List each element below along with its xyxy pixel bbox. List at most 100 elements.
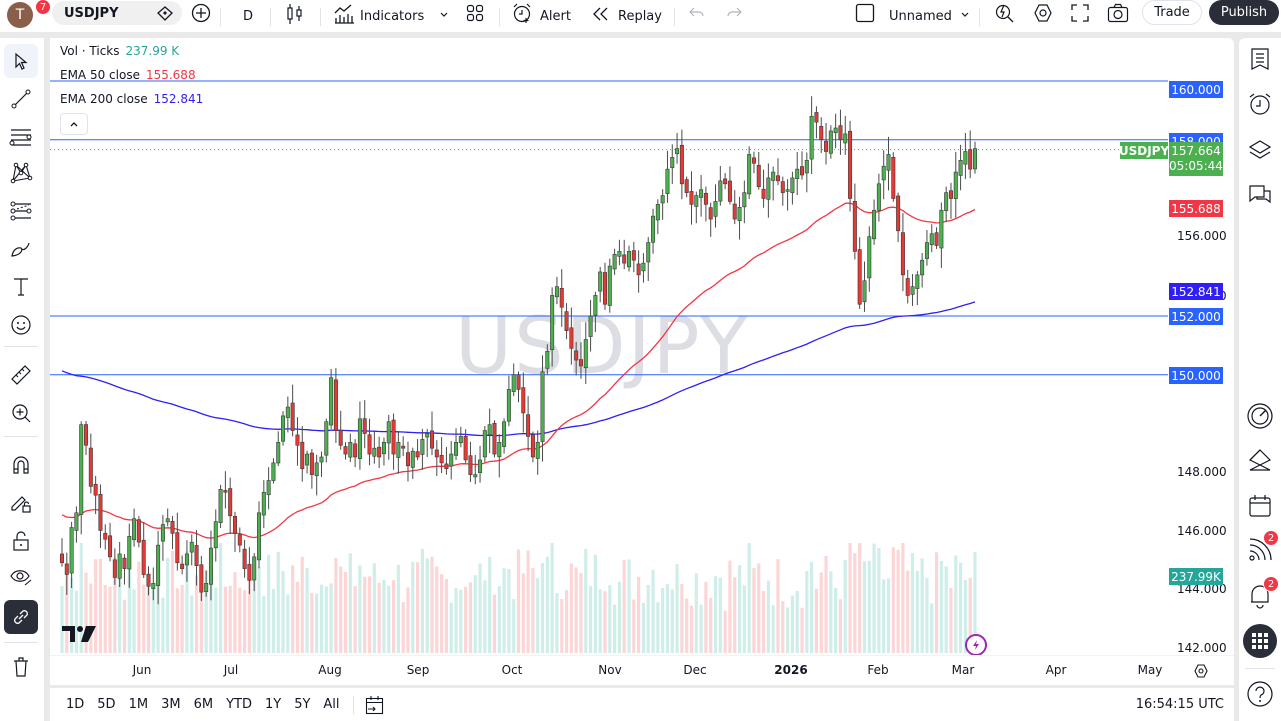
cursor-tool[interactable] xyxy=(4,44,38,78)
watchlist-button[interactable] xyxy=(1244,43,1276,75)
range-1d[interactable]: 1D xyxy=(66,697,85,712)
price-chart-canvas[interactable] xyxy=(50,38,1234,685)
symbol-price-tag: USDJPY xyxy=(1118,142,1170,159)
trade-button[interactable]: Trade xyxy=(1142,0,1202,25)
time-tick: Oct xyxy=(501,663,523,677)
goto-date-icon[interactable] xyxy=(364,694,386,716)
settings-icon[interactable] xyxy=(1032,2,1054,24)
diamond-icon[interactable] xyxy=(156,5,174,23)
news-event-marker[interactable] xyxy=(965,634,987,656)
lock-all-tool[interactable] xyxy=(4,524,38,558)
ema50-legend-value: 155.688 xyxy=(145,68,196,82)
bell-icon xyxy=(1251,585,1269,609)
magnet-tool[interactable] xyxy=(4,448,38,482)
range-3m[interactable]: 3M xyxy=(161,697,181,712)
divider xyxy=(4,436,38,437)
interval-button[interactable]: D xyxy=(243,8,254,24)
hline-150-label: 150.000 xyxy=(1169,367,1223,384)
link-tool[interactable] xyxy=(4,600,38,634)
link-icon xyxy=(14,610,28,624)
chevron-down-icon[interactable] xyxy=(959,8,971,20)
range-1y[interactable]: 1Y xyxy=(264,697,282,712)
divider xyxy=(4,346,38,347)
bar-countdown: 05:05:44 xyxy=(1169,159,1223,173)
remove-drawings-tool[interactable] xyxy=(4,650,38,684)
lock-drawings-tool[interactable] xyxy=(4,486,38,520)
tradingview-logo[interactable] xyxy=(62,626,96,642)
replay-button[interactable]: Replay xyxy=(618,8,662,24)
time-tick: Dec xyxy=(683,663,707,677)
chevron-down-icon[interactable] xyxy=(438,8,450,20)
quick-search-icon[interactable] xyxy=(994,2,1016,24)
redo-icon[interactable] xyxy=(725,5,743,21)
collapse-legend-button[interactable] xyxy=(60,113,88,135)
range-5d[interactable]: 5D xyxy=(97,697,116,712)
trend-line-tool[interactable] xyxy=(4,82,38,116)
chart-pane[interactable]: USDJPY Vol · Ticks 237.99 K EMA 50 close 1… xyxy=(50,38,1234,685)
forecast-tool[interactable] xyxy=(4,194,38,228)
hide-drawings-tool[interactable] xyxy=(4,560,38,594)
calendar-button[interactable] xyxy=(1244,490,1276,522)
emoji-tool[interactable] xyxy=(4,308,38,342)
volume-legend-label: Vol · Ticks xyxy=(60,44,120,58)
range-1m[interactable]: 1M xyxy=(128,697,149,712)
time-tick: Feb xyxy=(867,663,889,677)
brush-tool[interactable] xyxy=(4,232,38,266)
notifications-button[interactable]: 2 xyxy=(1244,576,1279,612)
alarm-clock-icon[interactable] xyxy=(511,2,533,24)
avatar-initial: T xyxy=(15,7,25,23)
lock-open-icon xyxy=(13,531,29,551)
publish-button[interactable]: Publish xyxy=(1209,0,1279,25)
alerts-button[interactable] xyxy=(1244,88,1276,120)
price-tick: 148.000 xyxy=(1177,465,1227,479)
divider xyxy=(499,8,500,26)
object-tree-button[interactable] xyxy=(1244,134,1276,166)
layout-name[interactable]: Unnamed xyxy=(889,8,952,24)
ideas-button[interactable] xyxy=(1244,444,1276,476)
zoom-in-tool[interactable] xyxy=(4,396,38,430)
pencil-lock-icon xyxy=(11,496,31,513)
measure-tool[interactable] xyxy=(4,358,38,392)
products-menu-button[interactable] xyxy=(1243,624,1277,658)
range-5y[interactable]: 5Y xyxy=(294,697,311,712)
range-6m[interactable]: 6M xyxy=(193,697,214,712)
layout-checkbox[interactable] xyxy=(855,3,875,23)
chats-button[interactable] xyxy=(1244,180,1276,212)
news-stream-button[interactable]: 2 xyxy=(1244,530,1279,566)
avatar[interactable]: T 7 xyxy=(7,0,52,28)
ema200-legend[interactable]: EMA 200 close 152.841 xyxy=(60,92,203,106)
xabcd-pattern-icon xyxy=(10,162,33,184)
alert-button[interactable]: Alert xyxy=(540,8,571,24)
undo-icon[interactable] xyxy=(688,5,706,21)
candles-icon[interactable] xyxy=(285,3,305,25)
price-tick: 146.000 xyxy=(1177,524,1227,538)
eye-icon xyxy=(10,570,32,586)
divider xyxy=(979,8,980,26)
range-ytd[interactable]: YTD xyxy=(226,697,252,712)
replay-icon[interactable] xyxy=(592,6,610,22)
text-tool[interactable] xyxy=(4,270,38,304)
ema50-legend[interactable]: EMA 50 close 155.688 xyxy=(60,68,196,82)
fullscreen-icon[interactable] xyxy=(1070,3,1090,23)
clock[interactable]: 16:54:15 UTC xyxy=(1135,697,1224,712)
pattern-tool[interactable] xyxy=(4,156,38,190)
price-tick: 142.000 xyxy=(1177,641,1227,655)
fib-channel-tool[interactable] xyxy=(4,120,38,154)
symbol-search[interactable]: USDJPY xyxy=(52,1,182,25)
help-button[interactable] xyxy=(1244,678,1276,710)
indicators-icon[interactable] xyxy=(333,3,355,25)
divider xyxy=(1245,668,1275,669)
price-tick: 144.000 xyxy=(1177,582,1227,596)
technicals-button[interactable] xyxy=(1244,400,1276,432)
apps-grid-icon xyxy=(1252,633,1268,649)
layouts-grid-icon[interactable] xyxy=(466,4,484,22)
range-all[interactable]: All xyxy=(323,697,340,712)
camera-icon[interactable] xyxy=(1107,3,1129,23)
volume-legend[interactable]: Vol · Ticks 237.99 K xyxy=(60,44,179,58)
bottom-toolbar: 1D 5D 1M 3M 6M YTD 1Y 5Y All 16:54:15 UTC xyxy=(50,688,1234,721)
axis-settings-icon[interactable] xyxy=(1193,663,1209,679)
indicators-button[interactable]: Indicators xyxy=(360,8,425,24)
divider xyxy=(352,695,354,714)
compare-add-icon[interactable] xyxy=(191,3,211,23)
divider xyxy=(4,642,38,643)
